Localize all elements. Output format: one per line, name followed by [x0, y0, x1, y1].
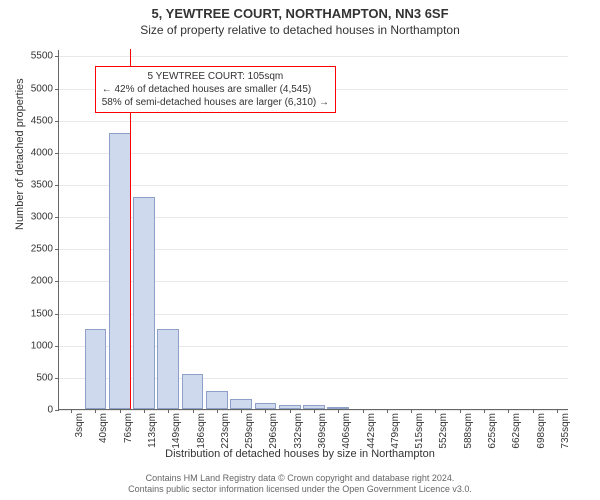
y-tick-mark — [55, 378, 59, 379]
x-tick-mark — [411, 409, 412, 413]
histogram-bar — [279, 405, 301, 409]
y-tick-mark — [55, 217, 59, 218]
gridline — [59, 56, 568, 57]
x-tick-label: 40sqm — [98, 413, 109, 443]
x-tick-label: 515sqm — [414, 413, 425, 449]
x-tick-mark — [241, 409, 242, 413]
y-tick-label: 1500 — [31, 308, 53, 319]
x-tick-label: 735sqm — [560, 413, 571, 449]
histogram-bar — [230, 399, 252, 409]
x-tick-mark — [338, 409, 339, 413]
x-tick-label: 479sqm — [390, 413, 401, 449]
footer-line-2: Contains public sector information licen… — [0, 484, 600, 496]
y-tick-label: 2500 — [31, 244, 53, 255]
y-tick-label: 1000 — [31, 340, 53, 351]
plot-area: 0500100015002000250030003500400045005000… — [58, 50, 568, 410]
annotation-line: ← 42% of detached houses are smaller (4,… — [102, 83, 329, 96]
x-tick-label: 223sqm — [220, 413, 231, 449]
histogram-bar — [85, 329, 107, 409]
y-tick-mark — [55, 314, 59, 315]
x-tick-mark — [363, 409, 364, 413]
y-tick-label: 500 — [36, 372, 53, 383]
y-tick-mark — [55, 185, 59, 186]
x-tick-mark — [557, 409, 558, 413]
histogram-bar — [109, 133, 131, 409]
y-tick-mark — [55, 249, 59, 250]
x-tick-mark — [508, 409, 509, 413]
x-tick-mark — [95, 409, 96, 413]
gridline — [59, 153, 568, 154]
x-tick-label: 259sqm — [244, 413, 255, 449]
x-tick-mark — [533, 409, 534, 413]
x-tick-label: 406sqm — [341, 413, 352, 449]
histogram-bar — [182, 374, 204, 409]
x-tick-mark — [435, 409, 436, 413]
y-tick-label: 5500 — [31, 51, 53, 62]
x-tick-label: 588sqm — [463, 413, 474, 449]
y-tick-mark — [55, 281, 59, 282]
y-tick-mark — [55, 121, 59, 122]
y-tick-mark — [55, 89, 59, 90]
x-tick-label: 76sqm — [123, 413, 134, 443]
y-tick-mark — [55, 410, 59, 411]
footer-attribution: Contains HM Land Registry data © Crown c… — [0, 473, 600, 496]
x-tick-label: 3sqm — [74, 413, 85, 437]
y-axis-title: Number of detached properties — [14, 78, 26, 230]
y-tick-label: 2000 — [31, 276, 53, 287]
annotation-box: 5 YEWTREE COURT: 105sqm← 42% of detached… — [95, 66, 336, 113]
y-tick-label: 5000 — [31, 83, 53, 94]
title-main: 5, YEWTREE COURT, NORTHAMPTON, NN3 6SF — [0, 6, 600, 21]
x-tick-mark — [144, 409, 145, 413]
histogram-bar — [327, 407, 349, 409]
x-tick-label: 332sqm — [293, 413, 304, 449]
y-tick-label: 4500 — [31, 115, 53, 126]
x-tick-label: 296sqm — [268, 413, 279, 449]
x-tick-mark — [193, 409, 194, 413]
x-tick-label: 662sqm — [511, 413, 522, 449]
gridline — [59, 121, 568, 122]
annotation-line: 5 YEWTREE COURT: 105sqm — [102, 70, 329, 83]
x-tick-label: 698sqm — [536, 413, 547, 449]
y-tick-label: 4000 — [31, 147, 53, 158]
x-tick-label: 369sqm — [317, 413, 328, 449]
x-tick-mark — [290, 409, 291, 413]
x-tick-mark — [265, 409, 266, 413]
y-tick-mark — [55, 56, 59, 57]
x-tick-mark — [460, 409, 461, 413]
footer-line-1: Contains HM Land Registry data © Crown c… — [0, 473, 600, 485]
x-tick-label: 442sqm — [366, 413, 377, 449]
histogram-bar — [255, 403, 277, 409]
x-tick-label: 113sqm — [147, 413, 158, 448]
y-tick-label: 3500 — [31, 180, 53, 191]
histogram-bar — [157, 329, 179, 409]
x-tick-mark — [120, 409, 121, 413]
annotation-line: 58% of semi-detached houses are larger (… — [102, 96, 329, 109]
x-axis-title: Distribution of detached houses by size … — [0, 448, 600, 460]
title-sub: Size of property relative to detached ho… — [0, 23, 600, 37]
gridline — [59, 185, 568, 186]
histogram-bar — [133, 197, 155, 409]
x-tick-mark — [168, 409, 169, 413]
y-tick-mark — [55, 153, 59, 154]
x-tick-mark — [217, 409, 218, 413]
y-tick-label: 3000 — [31, 212, 53, 223]
chart-area: 0500100015002000250030003500400045005000… — [58, 50, 568, 410]
y-tick-label: 0 — [47, 405, 53, 416]
x-tick-label: 625sqm — [487, 413, 498, 449]
x-tick-mark — [484, 409, 485, 413]
x-tick-label: 149sqm — [171, 413, 182, 449]
histogram-bar — [206, 391, 228, 409]
x-tick-mark — [314, 409, 315, 413]
chart-titles: 5, YEWTREE COURT, NORTHAMPTON, NN3 6SF S… — [0, 0, 600, 37]
x-tick-label: 552sqm — [438, 413, 449, 449]
x-tick-label: 186sqm — [196, 413, 207, 449]
x-tick-mark — [387, 409, 388, 413]
histogram-bar — [303, 405, 325, 409]
y-tick-mark — [55, 346, 59, 347]
x-tick-mark — [71, 409, 72, 413]
